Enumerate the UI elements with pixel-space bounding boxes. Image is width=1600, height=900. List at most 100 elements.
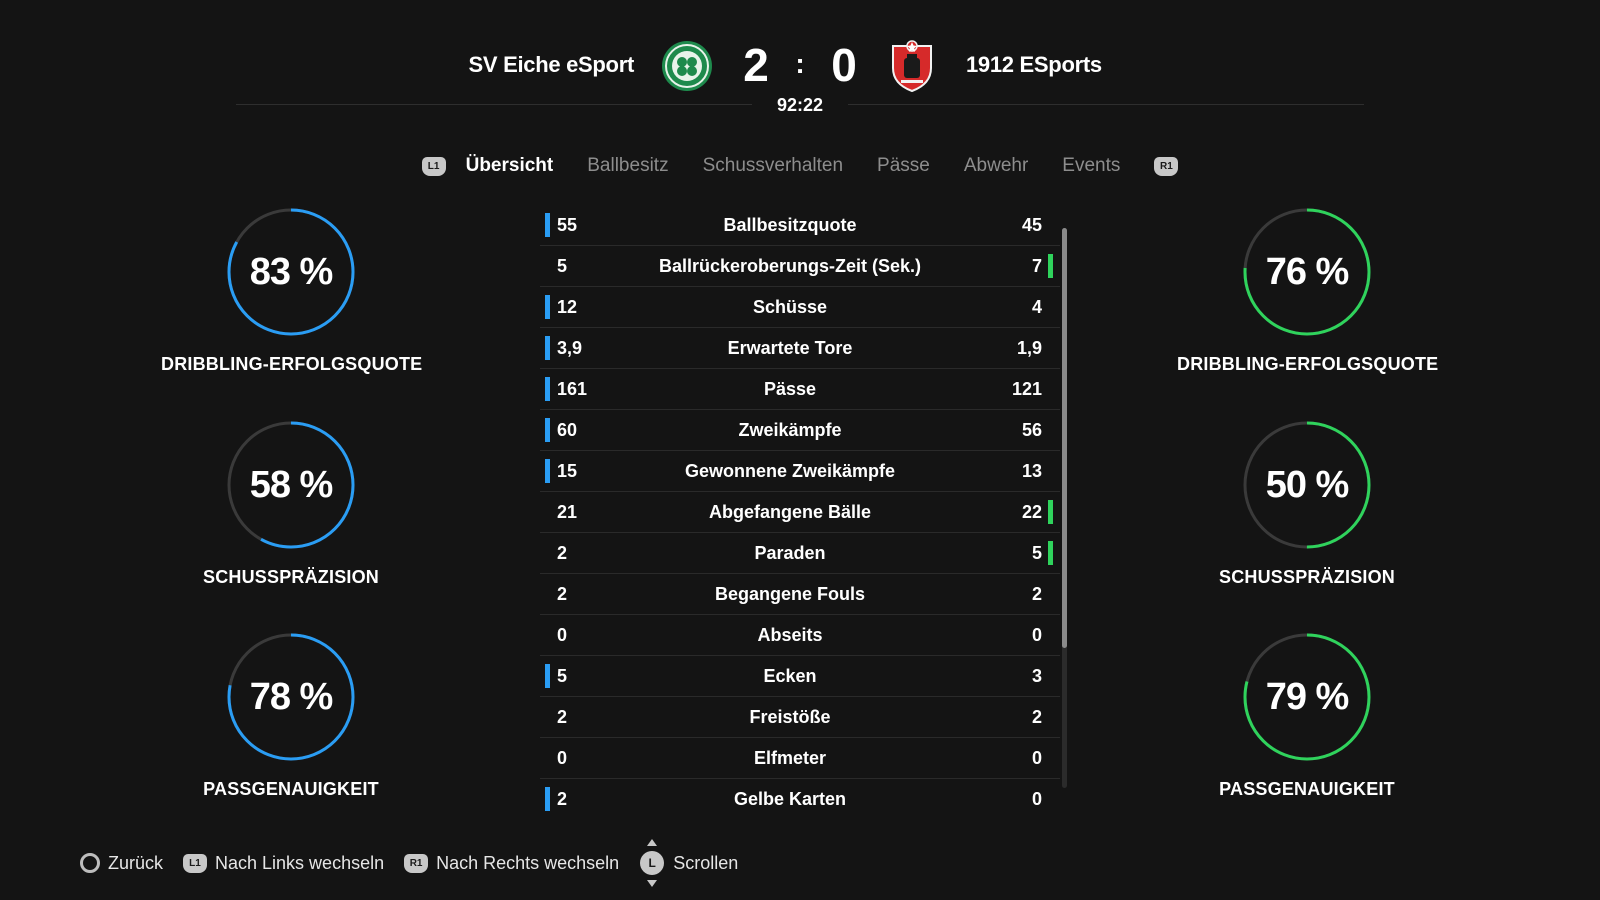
- away-dribbling-ring: 76 % DRIBBLING-ERFOLGSQUOTE: [1177, 206, 1439, 375]
- stat-row: 5 Ecken 3: [540, 656, 1060, 697]
- ring-value: 58 %: [249, 464, 334, 506]
- home-stat-value: 55: [557, 215, 578, 235]
- home-pass-accuracy-ring: 78 % PASSGENAUIGKEIT: [161, 631, 421, 800]
- ring-gauge: [227, 208, 355, 336]
- away-stat-value: 3: [1031, 666, 1042, 686]
- r1-button-icon[interactable]: R1: [1154, 156, 1179, 176]
- away-stat-value: 5: [1031, 543, 1042, 563]
- home-stat-value: 2: [557, 543, 568, 563]
- switch-right-hint[interactable]: R1 Nach Rechts wechseln: [404, 853, 619, 874]
- ring-label: PASSGENAUIGKEIT: [203, 779, 379, 799]
- home-score: 2: [743, 39, 769, 91]
- stat-row: 21 Abgefangene Bälle 22: [540, 492, 1060, 533]
- ring-gauge: [1243, 421, 1371, 549]
- stat-row: 2 Paraden 5: [540, 533, 1060, 574]
- away-stat-value: 1,9: [1016, 338, 1042, 358]
- ring-gauge: [1243, 208, 1371, 336]
- circle-button-icon: [80, 853, 100, 873]
- ring-progress-arc: [1243, 633, 1371, 761]
- left-stick-icon: L: [639, 839, 665, 887]
- home-stat-value: 2: [557, 789, 568, 809]
- ring-progress-arc: [227, 208, 355, 336]
- away-stat-value: 0: [1031, 625, 1042, 645]
- switch-left-label: Nach Links wechseln: [215, 852, 385, 873]
- red-shield-crest-icon: [889, 40, 935, 93]
- home-stat-value: 60: [557, 420, 578, 440]
- home-stat-value: 0: [557, 625, 568, 645]
- header-divider: [236, 104, 752, 105]
- home-leader-marker: [545, 664, 550, 688]
- home-leader-marker: [545, 295, 550, 319]
- home-leader-marker: [545, 377, 550, 401]
- away-leader-marker: [1048, 541, 1053, 565]
- away-leader-marker: [1048, 254, 1053, 278]
- ring-value: 78 %: [249, 676, 334, 718]
- away-team-name: 1912 ESports: [966, 52, 1102, 77]
- stat-row: 55 Ballbesitzquote 45: [540, 205, 1060, 246]
- tab-abwehr[interactable]: Abwehr: [963, 155, 1029, 176]
- home-leader-marker: [545, 418, 550, 442]
- stat-row: 2 Begangene Fouls 2: [540, 574, 1060, 615]
- home-leader-marker: [545, 459, 550, 483]
- home-leader-marker: [545, 213, 550, 237]
- stick-knob: L: [640, 851, 665, 875]
- home-stat-value: 0: [557, 748, 568, 768]
- away-stat-value: 0: [1031, 748, 1042, 768]
- ring-gauge: [1243, 633, 1371, 761]
- home-team-name: SV Eiche eSport: [468, 52, 635, 77]
- stat-label: Paraden: [754, 543, 826, 563]
- tab-schussverhalten[interactable]: Schussverhalten: [702, 155, 844, 176]
- away-stat-value: 45: [1021, 215, 1042, 235]
- ring-progress-arc: [227, 633, 355, 761]
- ring-gauge: [227, 421, 355, 549]
- header-divider: [848, 104, 1364, 105]
- tab-uebersicht[interactable]: Übersicht: [465, 155, 554, 176]
- ring-label: DRIBBLING-ERFOLGSQUOTE: [161, 354, 423, 374]
- home-stat-value: 15: [557, 461, 578, 481]
- ring-label: DRIBBLING-ERFOLGSQUOTE: [1177, 354, 1439, 374]
- l1-button-icon: L1: [183, 853, 208, 873]
- stat-label: Zweikämpfe: [738, 420, 842, 440]
- stat-label: Ballbesitzquote: [723, 215, 857, 235]
- away-stat-value: 4: [1031, 297, 1042, 317]
- stat-label: Pässe: [763, 379, 817, 399]
- r1-button-icon: R1: [404, 853, 429, 873]
- ring-progress-arc: [227, 421, 355, 549]
- home-stat-value: 21: [557, 502, 578, 522]
- stat-row: 0 Elfmeter 0: [540, 738, 1060, 779]
- ring-value: 79 %: [1265, 676, 1350, 718]
- scrollbar-thumb[interactable]: [1062, 228, 1067, 648]
- home-stat-value: 5: [557, 256, 568, 276]
- stat-row: 5 Ballrückeroberungs-Zeit (Sek.) 7: [540, 246, 1060, 287]
- tab-bar: L1 Übersicht Ballbesitz Schussverhalten …: [0, 150, 1600, 182]
- home-shot-accuracy-ring: 58 % SCHUSSPRÄZISION: [161, 419, 421, 588]
- stat-row: 161 Pässe 121: [540, 369, 1060, 410]
- stat-label: Gelbe Karten: [733, 789, 847, 809]
- home-stat-value: 3,9: [557, 338, 583, 358]
- switch-left-hint[interactable]: L1 Nach Links wechseln: [183, 853, 384, 874]
- ring-progress-arc: [1243, 208, 1371, 336]
- stat-row: 2 Gelbe Karten 0: [540, 779, 1060, 819]
- match-clock: 92:22: [776, 95, 824, 115]
- away-stat-value: 2: [1031, 707, 1042, 727]
- tab-ballbesitz[interactable]: Ballbesitz: [587, 155, 669, 176]
- stat-label: Elfmeter: [753, 748, 827, 768]
- stat-row: 60 Zweikämpfe 56: [540, 410, 1060, 451]
- away-stat-value: 0: [1031, 789, 1042, 809]
- stat-row: 2 Freistöße 2: [540, 697, 1060, 738]
- stats-table[interactable]: 55 Ballbesitzquote 45 5 Ballrückeroberungs-Z…: [540, 205, 1060, 819]
- stat-label: Schüsse: [752, 297, 828, 317]
- tab-events[interactable]: Events: [1062, 155, 1121, 176]
- arrow-up-icon: [647, 839, 658, 846]
- l1-button-icon[interactable]: L1: [421, 156, 446, 176]
- home-stat-value: 161: [557, 379, 588, 399]
- ring-value: 76 %: [1265, 251, 1350, 293]
- scroll-hint[interactable]: L Scrollen: [639, 839, 738, 887]
- tab-paesse[interactable]: Pässe: [877, 155, 930, 176]
- back-hint[interactable]: Zurück: [80, 853, 163, 874]
- away-pass-accuracy-ring: 79 % PASSGENAUIGKEIT: [1177, 631, 1437, 800]
- celtic-style-crest-icon: [661, 40, 713, 92]
- home-stat-value: 5: [557, 666, 568, 686]
- away-score: 0: [831, 39, 857, 91]
- home-leader-marker: [545, 336, 550, 360]
